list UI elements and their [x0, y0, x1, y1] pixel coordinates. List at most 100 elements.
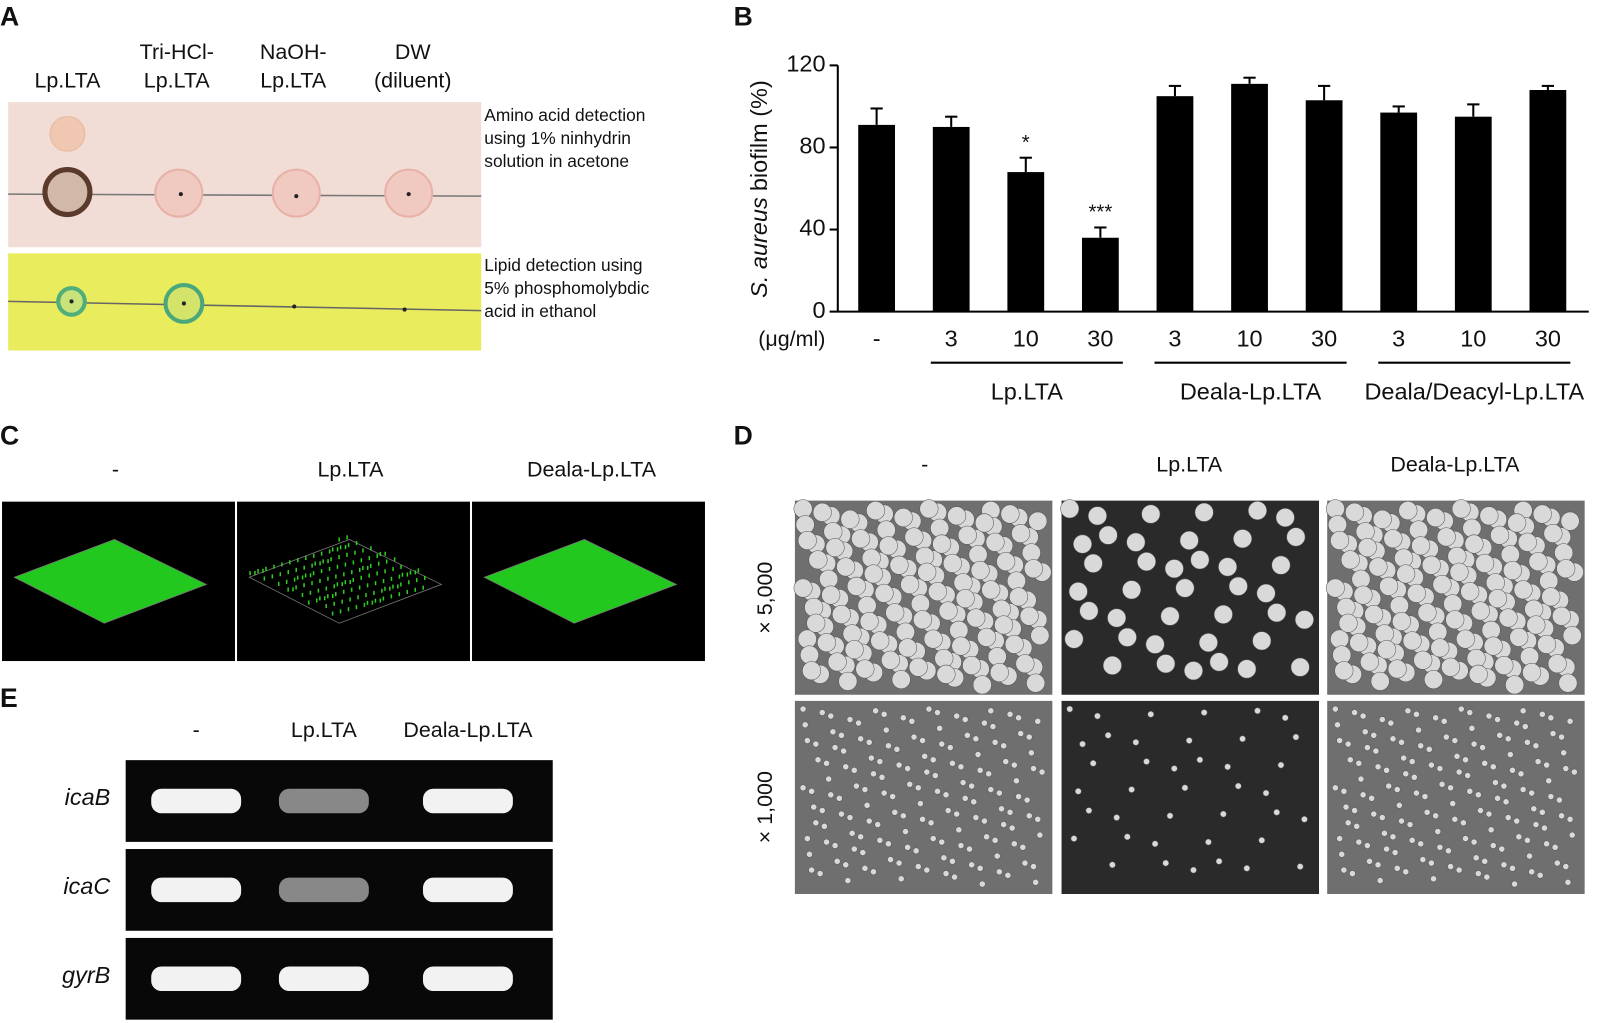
- cell: [1398, 501, 1418, 521]
- cell: [1521, 723, 1529, 730]
- y-axis-label: S. aureus biofilm (%): [746, 80, 772, 298]
- biofilm-speck: [354, 550, 356, 555]
- cell: [808, 787, 815, 795]
- bar: [1231, 83, 1268, 312]
- biofilm-speck: [398, 592, 401, 597]
- biofilm-speck: [279, 572, 282, 577]
- cell: [936, 664, 956, 684]
- cell: [861, 548, 881, 568]
- cell: [1537, 634, 1557, 654]
- cell: [872, 707, 879, 715]
- cell: [1500, 782, 1508, 790]
- biofilm-speck: [301, 575, 304, 580]
- cell: [1445, 847, 1452, 855]
- biofilm-speck: [281, 562, 283, 567]
- cell: [1355, 759, 1363, 767]
- cell: [799, 784, 807, 792]
- column-header: (diluent): [374, 68, 451, 92]
- biofilm-speck: [379, 551, 382, 556]
- cell: [810, 803, 818, 811]
- cell: [1562, 863, 1570, 870]
- biofilm-speck: [362, 548, 364, 553]
- cell: [804, 737, 811, 744]
- x-tick-label: 3: [945, 325, 958, 351]
- biofilm-speck: [263, 576, 266, 581]
- biofilm-speck: [355, 604, 358, 610]
- cell: [1543, 761, 1550, 769]
- biofilm-speck: [408, 580, 410, 585]
- cell: [1028, 511, 1048, 531]
- biofilm-speck: [312, 553, 315, 558]
- cell: [1513, 719, 1521, 727]
- biofilm-speck: [358, 567, 361, 573]
- cell: [1485, 573, 1505, 593]
- panel-label: B: [734, 1, 753, 31]
- column-header: Lp.LTA: [144, 68, 211, 92]
- biofilm-speck: [384, 551, 386, 556]
- cell: [1520, 647, 1539, 667]
- biofilm-speck: [312, 571, 315, 576]
- biofilm-speck: [344, 545, 347, 550]
- cell: [870, 770, 877, 778]
- cell: [1030, 765, 1037, 772]
- cell: [1000, 742, 1007, 750]
- cell: [1338, 850, 1346, 858]
- cell: [1481, 759, 1489, 767]
- cell: [891, 670, 911, 689]
- significance: ***: [1088, 202, 1112, 224]
- cell: [806, 850, 813, 858]
- bar: [1305, 100, 1343, 312]
- biofilm-speck: [397, 584, 399, 589]
- cell: [900, 714, 907, 722]
- cell: [1477, 807, 1484, 814]
- cell: [1170, 765, 1178, 772]
- cell: [1556, 559, 1576, 579]
- cell: [957, 842, 965, 849]
- cell: [989, 663, 1009, 682]
- cell: [1364, 604, 1384, 624]
- cell: [1357, 775, 1365, 783]
- cell: [1194, 502, 1214, 522]
- biofilm-speck: [316, 598, 318, 603]
- annotation: Lipid detection using: [484, 255, 642, 275]
- cell: [802, 661, 822, 681]
- cell: [987, 707, 995, 715]
- cell: [831, 842, 839, 849]
- bar: [932, 126, 970, 312]
- cell: [1030, 626, 1050, 645]
- biofilm-speck: [366, 583, 369, 588]
- biofilm-speck: [369, 563, 372, 568]
- cell: [1381, 829, 1388, 837]
- cell: [902, 828, 909, 835]
- biofilm-speck: [304, 573, 307, 578]
- cell: [1379, 576, 1399, 596]
- cell: [817, 633, 836, 653]
- cell: [818, 709, 826, 716]
- biofilm-speck: [331, 547, 334, 552]
- biofilm-speck: [360, 558, 363, 563]
- biofilm-speck: [295, 585, 297, 590]
- cell: [1423, 808, 1431, 816]
- cell: [1145, 634, 1165, 654]
- cell: [1411, 536, 1431, 556]
- x-tick-label: 3: [1168, 325, 1181, 351]
- biofilm-speck: [257, 568, 259, 574]
- gel-band: [422, 788, 513, 814]
- cell: [1560, 511, 1580, 531]
- cell: [1328, 515, 1347, 535]
- cell: [1122, 580, 1142, 600]
- biofilm-speck: [273, 564, 275, 569]
- cell: [1551, 843, 1559, 851]
- cell: [891, 808, 899, 816]
- cell: [827, 791, 835, 799]
- cell: [1334, 721, 1341, 729]
- cell: [812, 740, 820, 748]
- cell: [1545, 777, 1553, 785]
- cell: [985, 770, 993, 778]
- biofilm-speck: [346, 535, 348, 540]
- cell: [1532, 504, 1552, 524]
- biofilm-speck: [327, 594, 329, 599]
- cell: [1359, 791, 1367, 799]
- cell: [1564, 878, 1572, 886]
- cell: [1479, 506, 1499, 526]
